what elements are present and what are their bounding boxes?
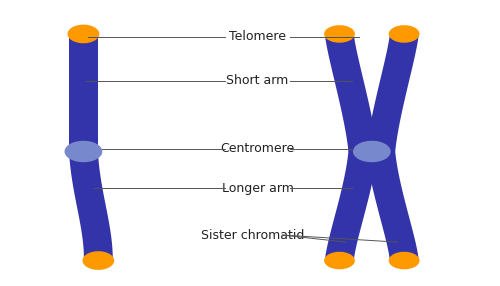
Ellipse shape (388, 252, 420, 269)
PathPatch shape (69, 35, 98, 152)
Ellipse shape (64, 141, 102, 162)
Text: Longer arm: Longer arm (222, 182, 294, 195)
Ellipse shape (82, 251, 114, 270)
Ellipse shape (388, 25, 420, 43)
Text: Short arm: Short arm (226, 74, 288, 87)
Ellipse shape (68, 25, 100, 43)
PathPatch shape (325, 35, 378, 152)
Ellipse shape (324, 25, 355, 43)
Text: Centromere: Centromere (220, 142, 294, 155)
Ellipse shape (324, 252, 355, 269)
PathPatch shape (366, 151, 418, 260)
PathPatch shape (325, 151, 378, 260)
PathPatch shape (69, 151, 113, 259)
Ellipse shape (353, 141, 391, 162)
PathPatch shape (366, 35, 418, 152)
Text: Telomere: Telomere (229, 30, 286, 43)
Text: Sister chromatid: Sister chromatid (201, 229, 304, 242)
